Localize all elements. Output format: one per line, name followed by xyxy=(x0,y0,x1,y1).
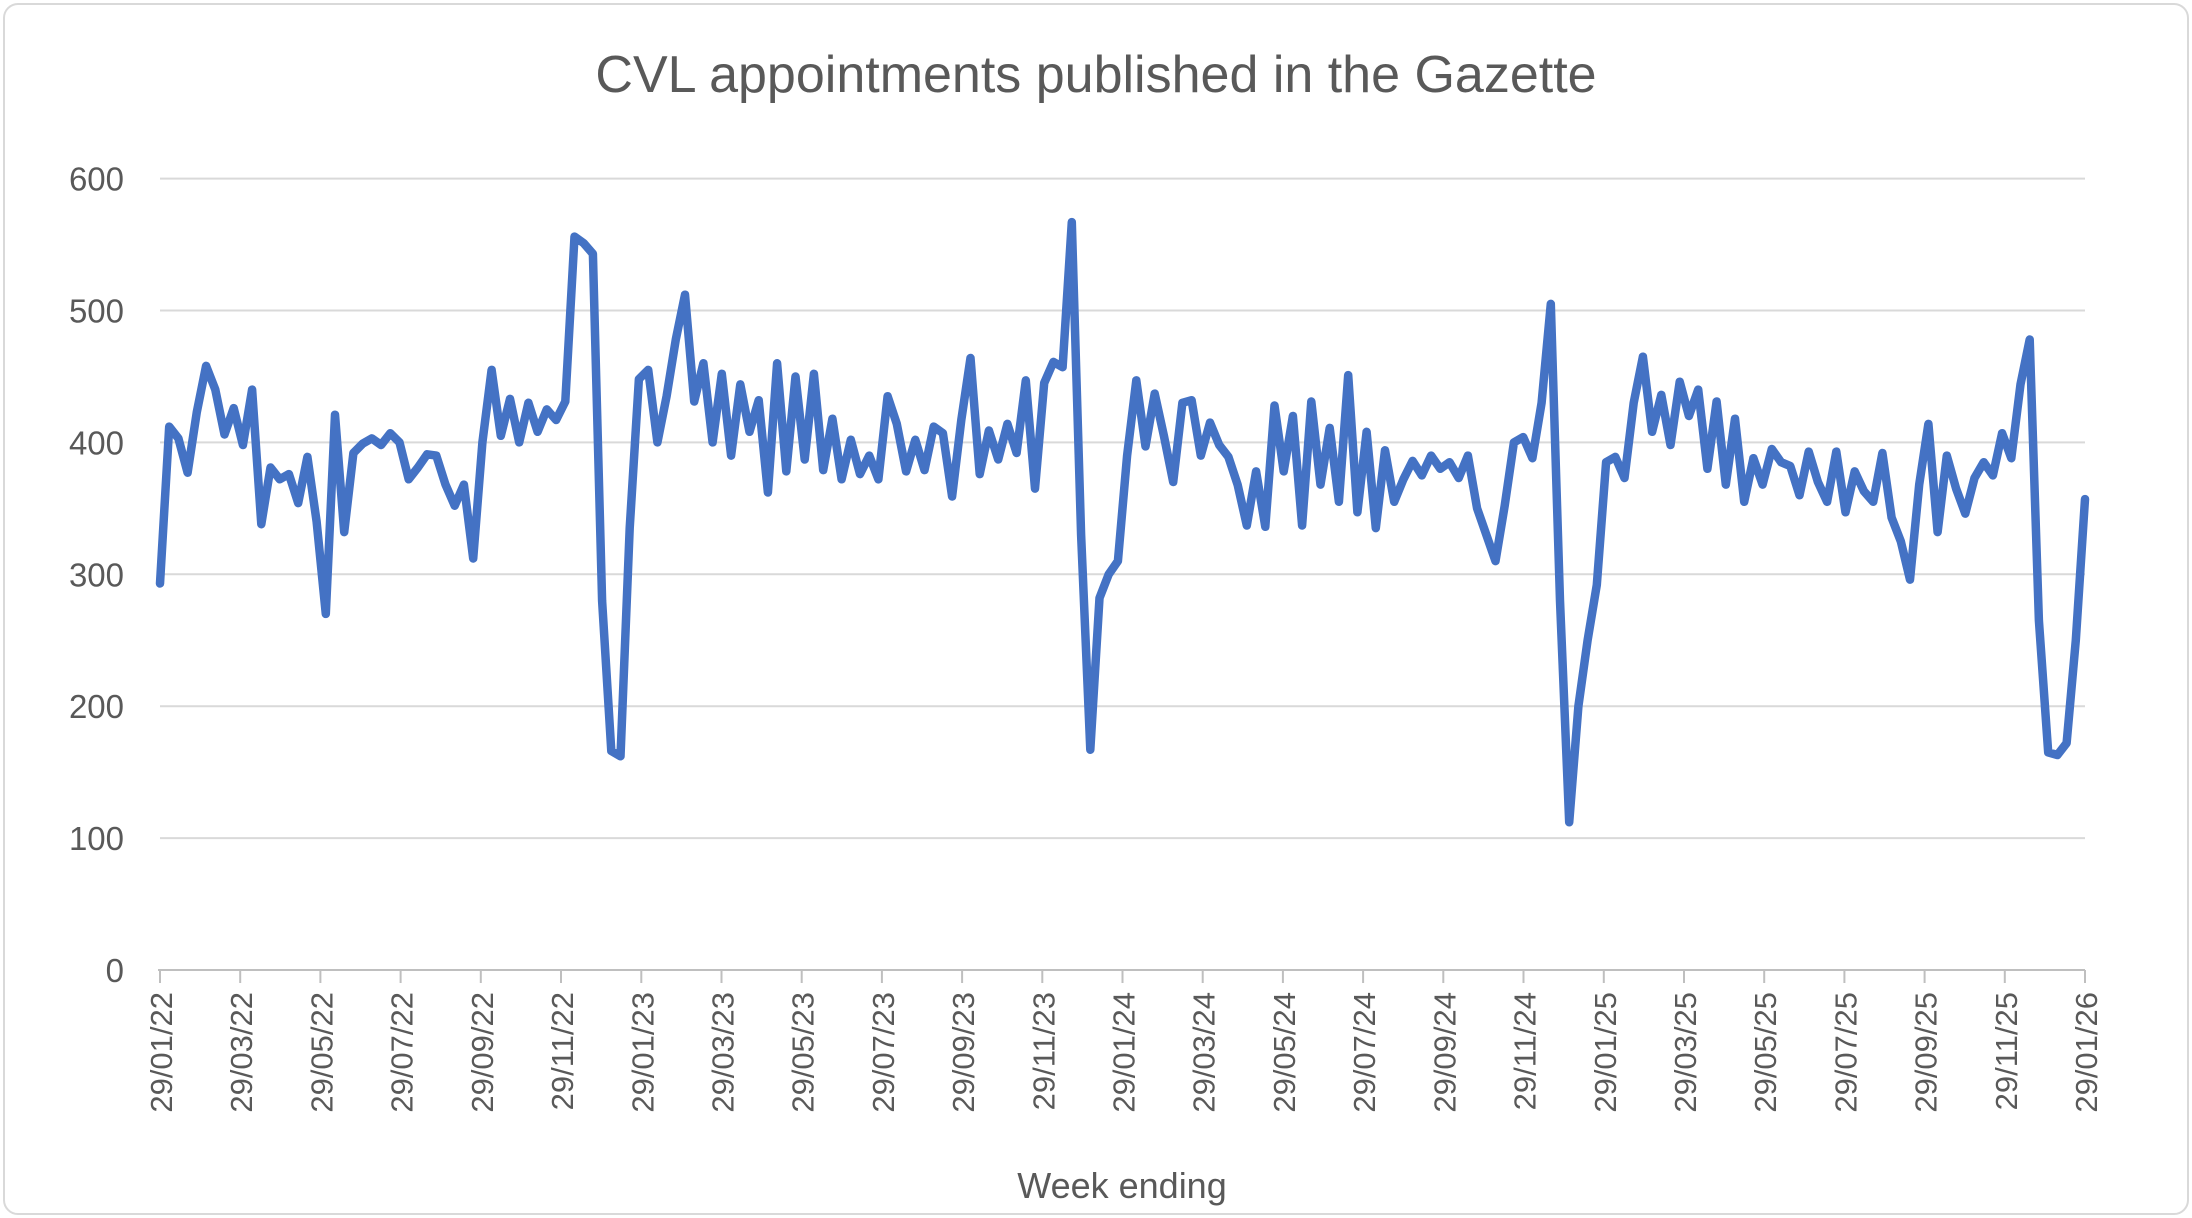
y-tick-label: 400 xyxy=(69,424,124,461)
x-tick-label: 29/11/24 xyxy=(1508,992,1543,1110)
x-tick-label: 29/05/25 xyxy=(1748,992,1783,1113)
y-tick-label: 600 xyxy=(69,161,124,198)
x-axis-labels: 29/01/22 29/03/22 29/05/22 29/07/22 29/09/22… xyxy=(144,992,2104,1113)
chart-border xyxy=(3,3,2189,1215)
y-tick-label: 300 xyxy=(69,556,124,593)
x-tick-label: 29/05/24 xyxy=(1267,992,1302,1113)
x-tick-label: 29/03/24 xyxy=(1187,992,1222,1113)
x-tick-label: 29/09/23 xyxy=(946,992,981,1113)
x-tick-label: 29/05/23 xyxy=(786,992,821,1113)
y-tick-label: 500 xyxy=(69,293,124,330)
chart-title: CVL appointments published in the Gazett… xyxy=(595,46,1596,104)
x-tick-label: 29/11/23 xyxy=(1026,992,1061,1110)
y-tick-label: 0 xyxy=(106,952,124,989)
x-tick-label: 29/07/25 xyxy=(1828,992,1863,1113)
x-tick-label: 29/03/25 xyxy=(1668,992,1703,1113)
x-tick-label: 29/07/24 xyxy=(1347,992,1382,1113)
x-tick-label: 29/11/25 xyxy=(1989,992,2024,1110)
x-tick-label: 29/01/23 xyxy=(625,992,660,1113)
x-tick-label: 29/11/22 xyxy=(545,992,580,1110)
x-tick-label: 29/03/22 xyxy=(224,992,259,1113)
x-tick-label: 29/07/22 xyxy=(385,992,420,1113)
x-tick-label: 29/05/22 xyxy=(304,992,339,1113)
x-tick-label: 29/09/24 xyxy=(1427,992,1462,1113)
y-tick-label: 200 xyxy=(69,688,124,725)
x-tick-label: 29/09/22 xyxy=(465,992,500,1113)
y-axis-labels: 0 100 200 300 400 500 600 xyxy=(69,161,124,989)
x-axis-title: Week ending xyxy=(1017,1165,1226,1206)
x-tick-label: 29/01/26 xyxy=(2069,992,2104,1113)
x-axis xyxy=(158,969,2086,983)
x-tick-label: 29/01/24 xyxy=(1107,992,1142,1113)
y-tick-label: 100 xyxy=(69,820,124,857)
x-tick-label: 29/01/25 xyxy=(1588,992,1623,1113)
x-tick-label: 29/01/22 xyxy=(144,992,179,1113)
data-series-line xyxy=(155,217,2090,827)
x-tick-label: 29/07/23 xyxy=(866,992,901,1113)
x-tick-label: 29/09/25 xyxy=(1909,992,1944,1113)
x-tick-label: 29/03/23 xyxy=(706,992,741,1113)
